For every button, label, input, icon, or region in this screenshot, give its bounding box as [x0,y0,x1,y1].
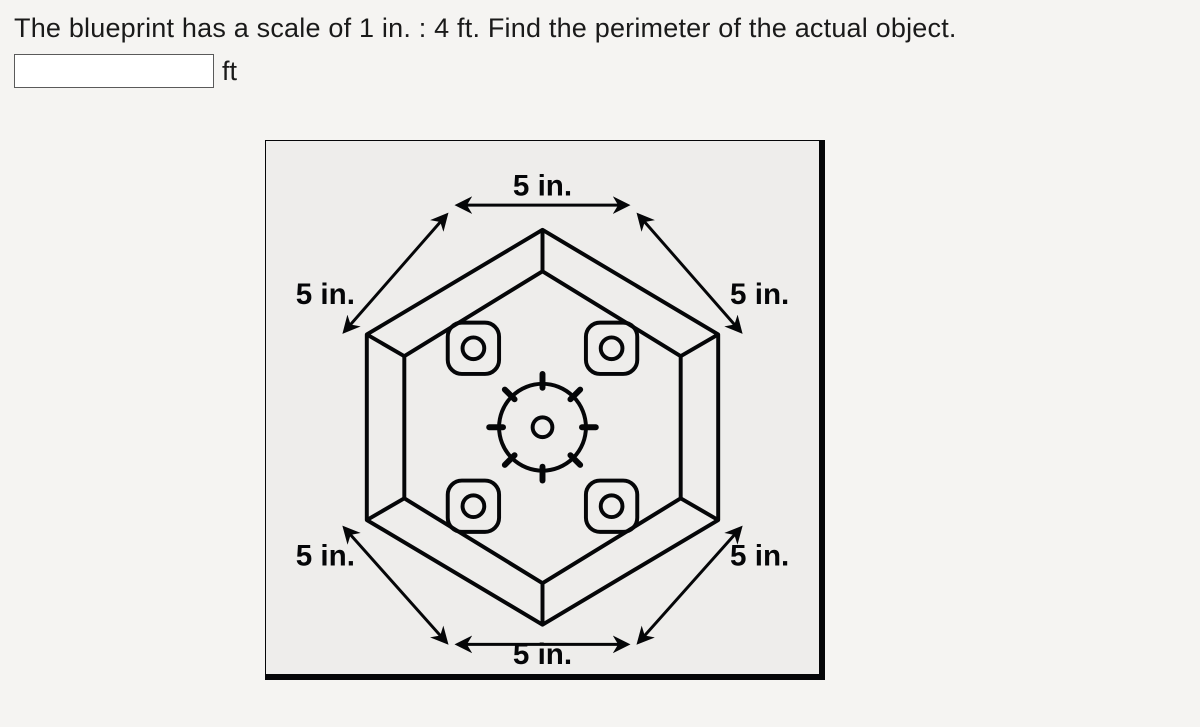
answer-unit: ft [222,56,237,87]
hex-rib [681,498,719,520]
hub-center [533,417,553,437]
dimension-label: 5 in. [296,278,355,311]
bolt-hole [601,495,623,517]
hex-rib [367,334,405,356]
dimension-arrow [641,531,738,640]
bolt-head [448,323,499,374]
dimension-arrow [347,218,444,329]
bolt-head [586,323,637,374]
hex-rib [681,334,719,356]
bolt-hole [463,337,485,359]
outer-hexagon [367,230,718,625]
dimension-label: 5 in. [513,169,572,202]
bolt-head [448,481,499,532]
dimension-label: 5 in. [730,278,789,311]
dimension-label: 5 in. [513,638,572,671]
dimension-arrow [641,218,738,329]
dimension-label: 5 in. [730,539,789,572]
hub-spoke [505,390,515,400]
hub-spoke [570,390,580,400]
bolt-hole [463,495,485,517]
answer-row: ft [14,54,1186,88]
bolt-hole [601,337,623,359]
dimension-arrow [347,531,444,640]
hub-spoke [505,455,515,465]
bolt-head [586,481,637,532]
dimension-label: 5 in. [296,539,355,572]
inner-hexagon [404,271,680,583]
hexagon-diagram: 5 in. 5 in. 5 in. 5 in. 5 in. 5 in. [266,141,819,674]
hex-rib [367,498,405,520]
answer-input[interactable] [14,54,214,88]
question-text: The blueprint has a scale of 1 in. : 4 f… [14,10,1186,46]
hub-spoke [570,455,580,465]
blueprint-figure: 5 in. 5 in. 5 in. 5 in. 5 in. 5 in. [265,140,825,680]
